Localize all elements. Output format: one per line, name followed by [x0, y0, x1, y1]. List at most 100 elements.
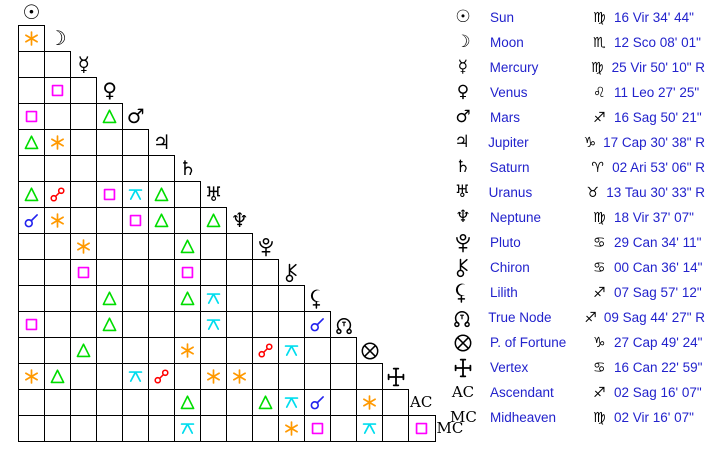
- square-aspect-icon: [413, 420, 430, 437]
- aspect-cell: [174, 311, 201, 338]
- taurus-icon: ♉: [586, 184, 599, 201]
- jupiter-icon: ♃: [454, 132, 470, 152]
- sextile-aspect-icon: [231, 368, 248, 385]
- empty-area: [123, 52, 149, 78]
- empty-area: [331, 286, 357, 312]
- aspect-cell: [304, 311, 331, 338]
- aspect-cell: [174, 233, 201, 260]
- aspect-cell: [356, 415, 383, 442]
- aspect-cell: [148, 155, 175, 182]
- legend-row: ☉ Sun ♍ 16 Vir 34' 44": [450, 5, 705, 30]
- true-node-icon: [450, 308, 474, 328]
- legend-row: Lilith ♐ 07 Sag 57' 12": [450, 280, 705, 305]
- midheaven-label: MC: [436, 419, 464, 437]
- chiron-icon: [279, 260, 305, 286]
- legend-row: P. of Fortune ♑ 27 Cap 49' 24": [450, 330, 705, 355]
- lilith-icon: [450, 283, 476, 303]
- aspect-cell: [122, 363, 149, 390]
- aspect-cell: [70, 207, 97, 234]
- empty-area: [383, 286, 409, 312]
- empty-area: [383, 208, 409, 234]
- empty-area: [175, 52, 201, 78]
- aspect-cell: [44, 103, 71, 130]
- planet-name: Chiron: [490, 260, 530, 275]
- empty-area: [409, 234, 436, 260]
- opposition-aspect-icon: [49, 186, 66, 203]
- sextile-aspect-icon: [49, 134, 66, 151]
- chiron-icon: [450, 258, 476, 278]
- conjunction-aspect-icon: [309, 394, 326, 411]
- empty-area: [71, 26, 97, 52]
- aspect-cell: [96, 103, 123, 130]
- empty-area: [149, 0, 175, 26]
- aspect-cell: [122, 337, 149, 364]
- empty-area: [331, 104, 357, 130]
- empty-area: [201, 78, 227, 104]
- square-aspect-icon: [75, 264, 92, 281]
- grid-row: ☿: [18, 51, 462, 78]
- empty-area: [123, 78, 149, 104]
- lilith-icon: [305, 286, 331, 312]
- trine-aspect-icon: [101, 108, 118, 125]
- empty-area: [357, 312, 383, 338]
- empty-area: [305, 0, 331, 26]
- aspect-cell: [70, 155, 97, 182]
- aspect-cell: [200, 285, 227, 312]
- planet-name: Pluto: [490, 235, 521, 250]
- empty-area: [357, 104, 383, 130]
- legend-row: Vertex ♋ 16 Can 22' 59": [450, 355, 705, 380]
- empty-area: [305, 208, 331, 234]
- empty-area: [279, 182, 305, 208]
- empty-area: [149, 26, 175, 52]
- square-aspect-icon: [23, 108, 40, 125]
- opposition-aspect-icon: [153, 368, 170, 385]
- empty-area: [253, 182, 279, 208]
- sun-icon: ☉: [455, 7, 471, 27]
- aspect-cell: [18, 103, 45, 130]
- empty-area: [383, 182, 409, 208]
- planet-name: Mars: [490, 110, 520, 125]
- trine-aspect-icon: [23, 186, 40, 203]
- empty-area: [201, 52, 227, 78]
- aspect-cell: [278, 363, 305, 390]
- planet-name: Uranus: [488, 185, 533, 200]
- mercury-icon: ☿: [77, 51, 90, 76]
- aspect-cell: [18, 415, 45, 442]
- capricorn-icon: ♑: [593, 334, 606, 351]
- grid-row: ♂: [18, 103, 462, 130]
- ascendant-label: AC: [451, 383, 475, 401]
- aspect-cell: [96, 207, 123, 234]
- sextile-aspect-icon: [49, 212, 66, 229]
- empty-area: [279, 78, 305, 104]
- aspect-cell: [304, 337, 331, 364]
- empty-area: [305, 52, 331, 78]
- empty-area: [149, 104, 175, 130]
- aspect-cell: [304, 363, 331, 390]
- aspect-cell: [252, 363, 279, 390]
- empty-area: [175, 104, 201, 130]
- aspect-cell: [122, 233, 149, 260]
- grid-row: AC: [18, 389, 462, 416]
- empty-area: [383, 104, 409, 130]
- aspect-cell: [18, 259, 45, 286]
- planet-name: True Node: [488, 310, 552, 325]
- sextile-aspect-icon: [361, 394, 378, 411]
- empty-area: [305, 182, 331, 208]
- planet-position: 02 Sag 16' 07": [614, 385, 702, 400]
- aspect-cell: [18, 77, 45, 104]
- aspect-cell: [44, 155, 71, 182]
- aspect-cell: [200, 207, 227, 234]
- quincunx-aspect-icon: [361, 420, 378, 437]
- legend-row: MC Midheaven ♍ 02 Vir 16' 07": [450, 405, 705, 430]
- trine-aspect-icon: [179, 394, 196, 411]
- aspect-cell: [122, 285, 149, 312]
- aspect-cell: [382, 415, 409, 442]
- trine-aspect-icon: [205, 212, 222, 229]
- saturn-icon: ♄: [178, 155, 197, 180]
- empty-area: [279, 104, 305, 130]
- empty-area: [331, 52, 357, 78]
- empty-area: [123, 26, 149, 52]
- grid-row: [18, 337, 462, 364]
- empty-area: [279, 234, 305, 260]
- empty-area: [227, 26, 253, 52]
